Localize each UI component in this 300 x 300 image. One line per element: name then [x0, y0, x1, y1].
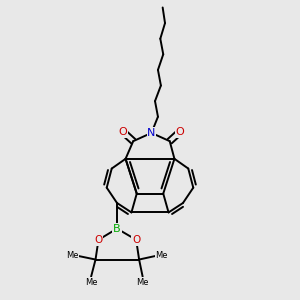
Text: O: O [176, 127, 184, 137]
Text: Me: Me [66, 251, 78, 260]
Text: O: O [94, 235, 103, 245]
Text: O: O [118, 127, 127, 137]
Text: B: B [113, 224, 121, 234]
Text: Me: Me [155, 251, 168, 260]
Text: O: O [132, 235, 140, 245]
Text: N: N [147, 128, 156, 138]
Text: Me: Me [136, 278, 149, 287]
Text: Me: Me [85, 278, 98, 287]
